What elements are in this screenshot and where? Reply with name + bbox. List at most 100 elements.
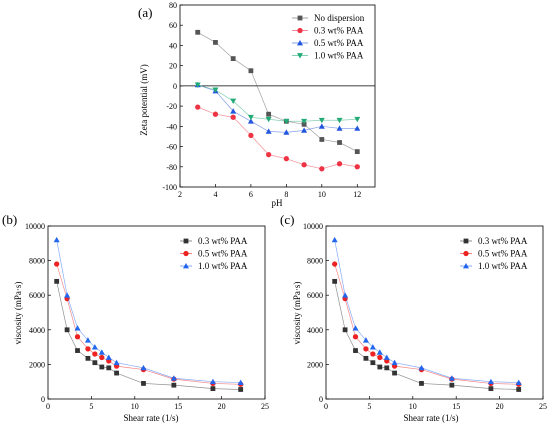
panel-c-y-tick-label: 4000 — [307, 326, 323, 335]
panel-a-data-point — [212, 87, 219, 93]
panel-a-x-tick-label: 4 — [213, 190, 217, 199]
panel-b-x-tick-label: 0 — [46, 402, 50, 411]
panel-c-data-point — [353, 348, 358, 353]
panel-a-series-line — [197, 84, 358, 122]
panel-a-legend-label: 1.0 wt% PAA — [314, 51, 364, 61]
panel-c-legend-marker — [463, 238, 469, 244]
panel-b-data-point — [114, 370, 119, 376]
panel-c-x-tick-label: 10 — [409, 402, 417, 411]
panel-a-data-point — [283, 118, 290, 125]
panel-b-legend-marker — [183, 250, 189, 257]
panel-c-data-point — [332, 261, 338, 267]
panel-a-legend-label: 0.5 wt% PAA — [314, 38, 364, 48]
panel-c-data-point — [352, 334, 359, 340]
panel-c-y-tick-label: 8000 — [307, 257, 323, 266]
panel-a-label: (a) — [138, 5, 152, 20]
panel-c-x-tick-label: 0 — [324, 402, 328, 411]
panel-a-legend-label: No dispersion — [314, 13, 365, 23]
panel-c-x-tick-label: 25 — [539, 402, 547, 411]
panel-c-label: (c) — [280, 212, 294, 227]
panel-c-data-point — [332, 278, 338, 284]
panel-b-x-tick-label: 25 — [261, 402, 269, 411]
panel-a-data-point — [265, 116, 272, 123]
panel-c-data-point — [362, 337, 369, 343]
panel-a-legend-marker — [297, 27, 303, 34]
panel-a-data-point — [319, 166, 325, 172]
panel-b-series-line — [56, 281, 241, 390]
panel-a-data-point — [213, 40, 218, 45]
panel-c-data-point — [418, 364, 425, 371]
panel-a-data-point — [230, 108, 237, 114]
panel-a-y-tick-label: -20 — [166, 102, 177, 111]
panel-b-data-point — [210, 386, 216, 392]
panel-b-data-point — [113, 359, 120, 366]
panel-c-data-point — [370, 360, 376, 366]
panel-a-legend-marker — [297, 53, 303, 59]
panel-b-data-point — [64, 292, 71, 298]
panel-b-legend-marker — [183, 263, 189, 269]
panel-b-data-point — [85, 355, 91, 361]
panel-a-data-point — [247, 118, 254, 124]
panel-c-marks — [331, 236, 522, 392]
panel-a-y-tick-label: -100 — [162, 183, 177, 192]
panel-c-viscosity-chart: (c) 0 5 10 15 20 25 0 2000 4000 6000 8000 10000 0.3… — [280, 212, 547, 423]
panel-b-series-line — [56, 239, 241, 383]
panel-b-data-point — [92, 360, 98, 366]
panel-b-series-line — [56, 263, 241, 385]
panel-b-data-point — [54, 278, 60, 284]
panel-b-legend-label: 0.3 wt% PAA — [198, 236, 248, 246]
panel-c-data-point — [376, 349, 383, 355]
panel-b-marks — [53, 236, 244, 392]
panel-b-y-tick-label: 6000 — [29, 291, 45, 300]
panel-a-data-point — [248, 68, 254, 74]
panel-a-data-point — [283, 156, 290, 162]
panel-a-data-point — [265, 152, 272, 158]
panel-a-y-tick-label: 80 — [169, 1, 177, 10]
panel-a-data-point — [301, 162, 307, 168]
panel-a-x-tick-label: 10 — [318, 190, 326, 199]
panel-b-y-tick-label: 2000 — [29, 360, 45, 369]
panel-a-data-point — [266, 111, 272, 117]
panel-a-data-point — [354, 116, 361, 123]
panel-a-y-tick-label: -80 — [166, 163, 177, 172]
panel-b-data-point — [99, 364, 105, 370]
panel-b-data-point — [170, 375, 177, 381]
panel-b-legend-label: 1.0 wt% PAA — [198, 261, 248, 271]
panel-a-data-point — [212, 111, 219, 117]
panel-c-series-line — [334, 281, 519, 390]
panel-c-data-point — [331, 236, 338, 243]
panel-c-data-point — [383, 354, 390, 360]
panel-b-data-point — [74, 334, 81, 340]
panel-b-y-tick-label: 0 — [41, 395, 45, 404]
panel-a-data-point — [283, 129, 290, 135]
panel-b-legend-marker — [183, 238, 189, 244]
panel-a-data-point — [319, 137, 325, 142]
panel-a-x-tick-label: 8 — [284, 190, 288, 199]
panel-a-data-point — [301, 127, 308, 133]
panel-b-data-point — [106, 365, 112, 371]
panel-c-legend: 0.3 wt% PAA 0.5 wt% PAA 1.0 wt% PAA — [460, 236, 528, 271]
panel-b-data-point — [92, 351, 98, 357]
panel-a-frame — [179, 4, 376, 188]
panel-b-data-point — [140, 364, 147, 371]
panel-b-data-point — [85, 346, 91, 352]
panel-a-legend-label: 0.3 wt% PAA — [314, 26, 364, 36]
panel-b-frame — [47, 225, 266, 400]
panel-c-ticks: 0 5 10 15 20 25 0 2000 4000 6000 8000 10000 — [303, 222, 547, 411]
panel-b-data-point — [54, 261, 60, 267]
panel-c-data-point — [342, 327, 348, 333]
panel-b-legend: 0.3 wt% PAA 0.5 wt% PAA 1.0 wt% PAA — [180, 236, 248, 271]
panel-a-data-point — [336, 161, 343, 167]
panel-c-data-point — [449, 382, 455, 388]
panel-c-data-point — [515, 379, 522, 385]
panel-b-y-tick-label: 4000 — [29, 326, 45, 335]
panel-c-data-point — [392, 370, 397, 376]
panel-c-x-tick-label: 15 — [452, 402, 460, 411]
panel-b-x-tick-label: 15 — [174, 402, 182, 411]
panel-a-y-axis-label: Zeta potential (mV) — [139, 64, 149, 135]
panel-c-data-point — [448, 375, 455, 381]
panel-b-legend-label: 0.5 wt% PAA — [198, 249, 248, 259]
panel-b-y-tick-label: 8000 — [29, 257, 45, 266]
panel-b-y-tick-label: 10000 — [25, 222, 45, 231]
panel-a-data-point — [247, 114, 254, 121]
